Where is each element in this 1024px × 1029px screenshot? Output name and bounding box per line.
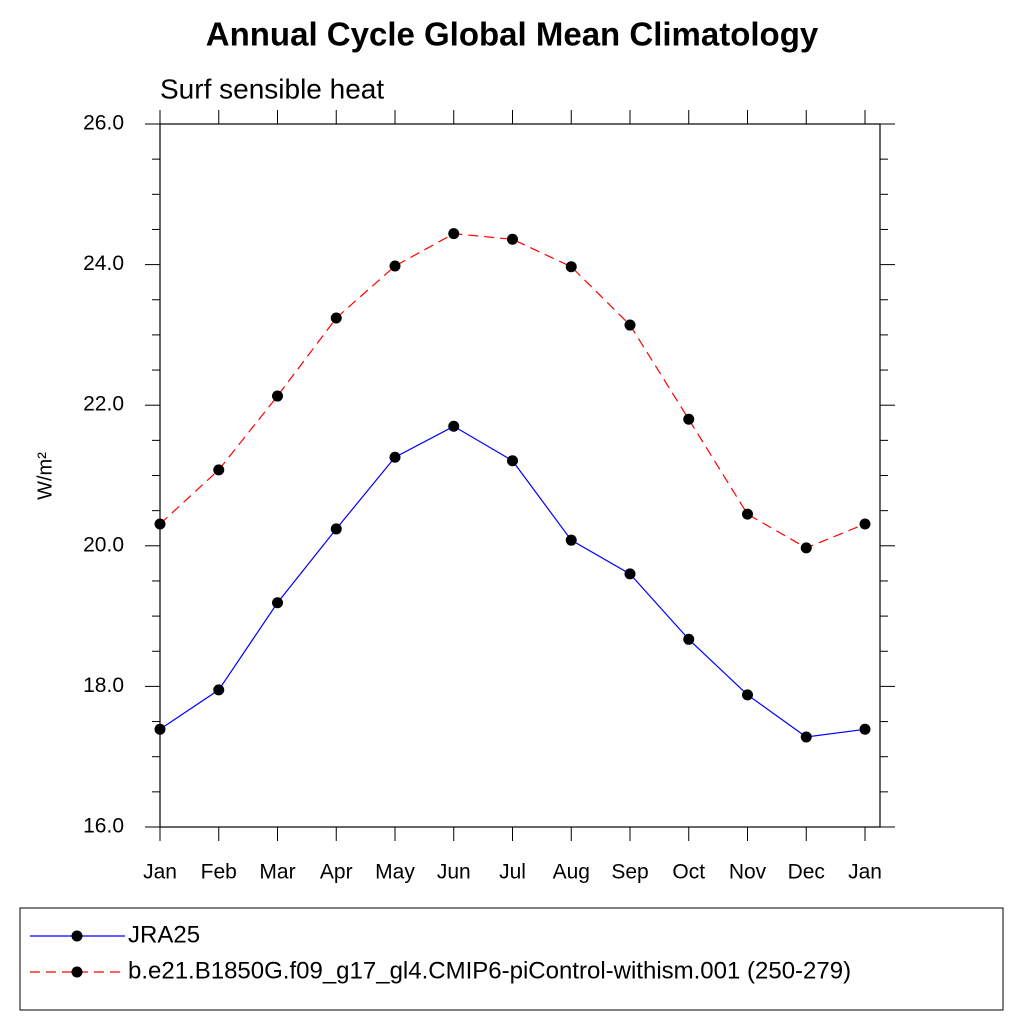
data-point — [330, 312, 342, 324]
data-point — [624, 568, 636, 580]
data-point — [213, 464, 225, 476]
data-point — [624, 319, 636, 331]
x-tick-label: Nov — [729, 861, 767, 884]
data-point — [800, 731, 812, 743]
x-tick-label: Mar — [259, 861, 295, 884]
data-point — [448, 420, 460, 432]
data-point — [683, 413, 695, 425]
data-point — [330, 523, 342, 535]
y-tick-label: 20.0 — [83, 533, 124, 556]
data-point — [683, 633, 695, 645]
legend-label: JRA25 — [128, 921, 200, 948]
chart-subtitle: Surf sensible heat — [160, 73, 384, 104]
x-tick-label: Dec — [788, 861, 825, 884]
data-point — [272, 597, 283, 609]
x-tick-label: Jul — [499, 861, 526, 884]
y-tick-label: 24.0 — [83, 252, 124, 275]
data-point — [565, 261, 577, 273]
data-point — [742, 689, 753, 701]
y-axis-label: W/m² — [34, 452, 56, 500]
data-point — [565, 534, 577, 546]
data-point — [448, 228, 460, 240]
legend-marker — [71, 966, 83, 978]
data-point — [859, 518, 871, 530]
x-tick-label: Jun — [437, 861, 471, 884]
x-tick-label: Apr — [320, 861, 353, 884]
y-tick-label: 16.0 — [83, 815, 124, 838]
data-point — [742, 508, 753, 520]
data-point — [154, 518, 166, 530]
x-tick-label: May — [375, 861, 415, 884]
chart-title: Annual Cycle Global Mean Climatology — [206, 16, 819, 53]
data-point — [389, 451, 401, 463]
x-tick-label: Sep — [611, 861, 648, 884]
legend-marker — [71, 930, 83, 942]
y-tick-label: 18.0 — [83, 674, 124, 697]
data-point — [859, 723, 871, 735]
series-line — [159, 425, 866, 738]
x-tick-label: Jan — [143, 861, 177, 884]
x-tick-label: Oct — [672, 861, 705, 884]
x-tick-label: Feb — [201, 861, 237, 884]
x-tick-label: Jan — [848, 861, 882, 884]
data-point — [213, 684, 225, 696]
y-tick-label: 22.0 — [83, 393, 124, 416]
legend-box — [19, 907, 1004, 1011]
data-point — [389, 260, 401, 272]
series-line — [159, 233, 866, 549]
data-point — [154, 723, 166, 735]
data-point — [272, 390, 283, 402]
data-point — [507, 455, 518, 467]
plot-frame — [159, 123, 881, 828]
data-point — [800, 542, 812, 554]
y-tick-label: 26.0 — [83, 112, 124, 135]
data-point — [507, 233, 518, 245]
x-tick-label: Aug — [553, 861, 590, 884]
legend-label: b.e21.B1850G.f09_g17_gl4.CMIP6-piControl… — [128, 957, 851, 984]
